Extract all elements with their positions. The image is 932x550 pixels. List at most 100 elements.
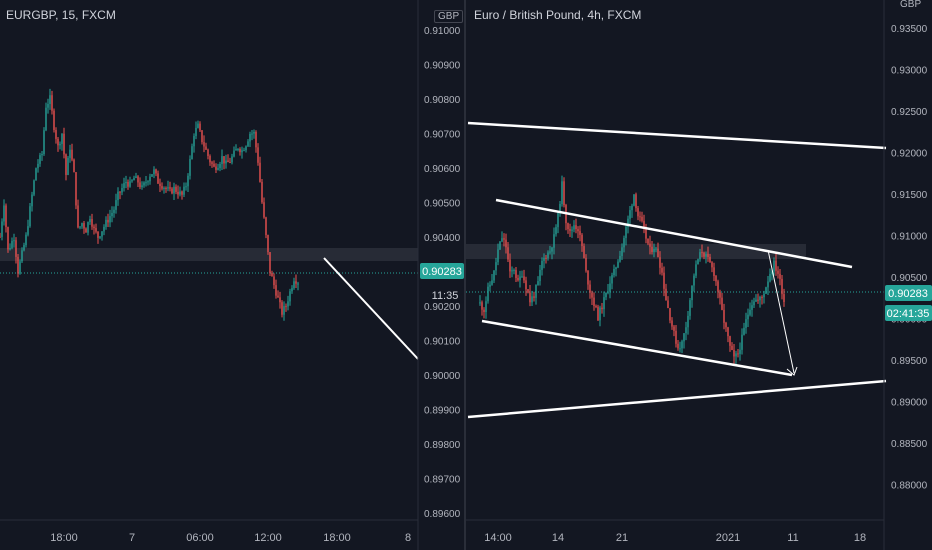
candle-body [275,285,277,296]
candle-body [713,267,715,276]
candle-body [161,186,163,189]
candle-body [79,226,81,228]
candle-body [297,283,299,285]
candle-body [577,229,579,232]
candle-body [203,142,205,147]
candle-body [483,309,485,313]
candle-body [611,275,613,284]
candle-body [777,270,779,274]
candle-body [87,222,89,233]
candle-body [629,210,631,219]
candle-body [609,283,611,292]
time-tick-label: 14:00 [484,532,512,544]
candle-body [557,211,559,228]
candle-body [279,297,281,303]
candle-body [265,217,267,236]
time-tick-label: 12:00 [254,532,282,544]
candle-body [211,162,213,164]
candle-body [585,257,587,271]
right-price-axis[interactable]: 0.93500 0.93000 0.92500 0.92000 0.91500 0.910… [891,24,928,492]
candle-body [655,248,657,250]
candle-body [19,261,21,274]
candle-body [631,205,633,211]
candle-body [745,319,747,328]
candle-body [695,264,697,276]
candle-body [591,292,593,298]
right-chart-svg[interactable]: 0.93500 0.93000 0.92500 0.92000 0.91500 0.910… [466,0,932,550]
candle-body [61,133,63,144]
time-tick-label: 21 [616,532,628,544]
candle-body [17,256,19,274]
left-chart-svg[interactable]: 0.91000 0.90900 0.90800 0.90700 0.90600 0.905… [0,0,464,550]
candle-body [633,194,635,206]
candle-body [165,187,167,189]
candle-body [741,334,743,350]
candle-body [701,252,703,254]
price-tick-label: 0.88000 [891,481,928,492]
candle-body [527,289,529,293]
candle-body [113,209,115,213]
time-tick-label: 11 [787,532,798,544]
candle-body [621,247,623,257]
time-tick-label: 14 [552,532,564,544]
candle-body [481,302,483,310]
candle-body [259,162,261,182]
candle-body [39,155,41,164]
right-currency-label: GBP [900,0,922,10]
candle-body [289,291,291,302]
candle-body [7,227,9,250]
candle-body [607,291,609,293]
candle-body [173,186,175,194]
candle-body [183,186,185,195]
candle-body [253,131,255,134]
candle-body [93,226,95,229]
candle-body [9,247,11,250]
candle-body [737,353,739,355]
right-resistance-zone [466,244,806,259]
right-last-price-label: 0.90283 [888,288,928,300]
candle-body [191,146,193,160]
candle-body [783,294,785,303]
candle-body [535,285,537,298]
candle-body [515,270,517,278]
candle-body [671,320,673,327]
left-chart-pane[interactable]: 0.91000 0.90900 0.90800 0.90700 0.90600 0.905… [0,0,464,550]
right-time-axis[interactable]: 14:00 14 21 2021 11 18 [484,532,866,544]
candle-body [681,341,683,349]
candle-body [593,297,595,307]
candle-body [127,182,129,187]
candle-body [667,300,669,309]
candle-body [505,239,507,248]
candle-body [749,309,751,315]
candle-body [679,348,681,350]
candle-body [201,130,203,143]
candle-body [247,141,249,147]
candle-body [209,155,211,163]
right-candles [479,175,785,364]
candle-body [15,240,17,257]
inner-channel-upper-line [495,198,853,269]
price-tick-label: 0.92000 [891,149,928,160]
candle-body [683,333,685,342]
candle-body [287,301,289,307]
price-tick-label: 0.89500 [891,356,928,367]
candle-body [131,180,133,182]
candle-body [677,343,679,349]
right-chart-title: Euro / British Pound, 4h, FXCM [474,8,642,22]
candle-body [641,216,643,221]
candle-body [123,183,125,189]
time-tick-label: 18 [854,532,866,544]
price-tick-label: 0.90100 [424,337,461,348]
candle-body [649,243,651,247]
candle-body [617,261,619,268]
left-time-axis[interactable]: 18:00 7 06:00 12:00 18:00 8 [50,532,411,544]
pane-divider[interactable] [464,0,466,550]
candle-body [261,181,263,203]
candle-body [111,212,113,217]
right-chart-pane[interactable]: 0.93500 0.93000 0.92500 0.92000 0.91500 0.910… [466,0,932,550]
candle-body [547,252,549,259]
candle-body [615,267,617,270]
candle-body [743,327,745,335]
candle-body [105,219,107,227]
time-tick-label: 8 [405,532,411,544]
